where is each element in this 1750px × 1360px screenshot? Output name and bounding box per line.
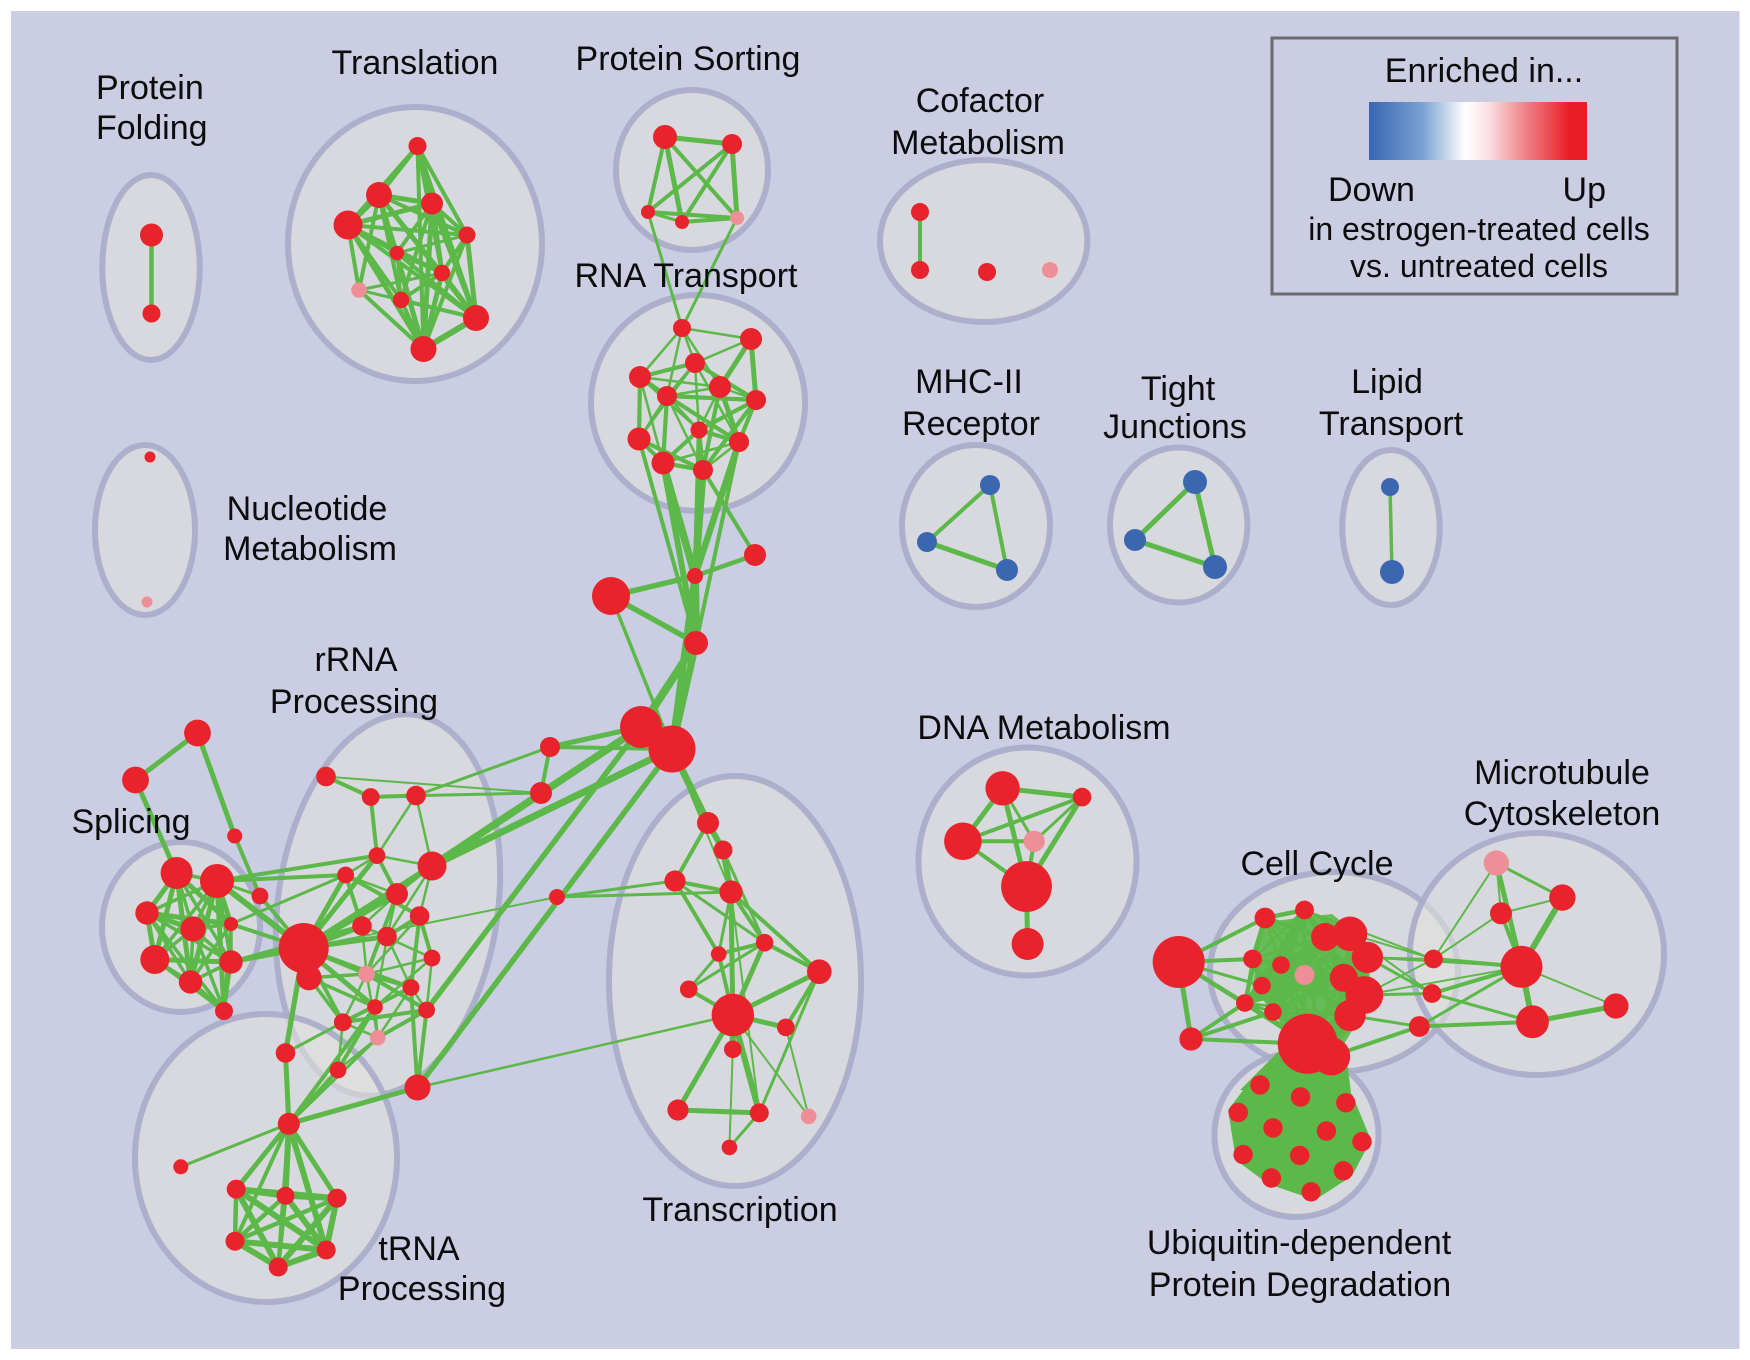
svg-text:Splicing: Splicing	[71, 803, 190, 841]
svg-text:Metabolism: Metabolism	[223, 530, 397, 568]
svg-text:Protein Degradation: Protein Degradation	[1149, 1266, 1451, 1304]
svg-text:DNA Metabolism: DNA Metabolism	[917, 709, 1170, 747]
svg-text:Processing: Processing	[270, 683, 438, 721]
svg-text:Transport: Transport	[1319, 405, 1464, 443]
svg-text:vs. untreated cells: vs. untreated cells	[1350, 248, 1608, 284]
svg-text:Metabolism: Metabolism	[891, 124, 1065, 162]
svg-text:Protein: Protein	[96, 69, 204, 107]
svg-text:Down: Down	[1328, 171, 1415, 209]
svg-text:Junctions: Junctions	[1103, 408, 1247, 446]
svg-text:Lipid: Lipid	[1351, 363, 1423, 401]
svg-text:Processing: Processing	[338, 1270, 506, 1308]
svg-text:Enriched in...: Enriched in...	[1385, 52, 1583, 90]
svg-text:rRNA: rRNA	[314, 641, 397, 679]
svg-text:Folding: Folding	[96, 109, 208, 147]
svg-text:Receptor: Receptor	[902, 405, 1040, 443]
svg-text:RNA Transport: RNA Transport	[575, 257, 799, 295]
svg-text:Cell Cycle: Cell Cycle	[1240, 845, 1393, 883]
svg-text:Tight: Tight	[1141, 370, 1216, 408]
svg-text:Microtubule: Microtubule	[1474, 754, 1650, 792]
svg-text:Up: Up	[1563, 171, 1606, 209]
svg-text:Nucleotide: Nucleotide	[227, 490, 388, 528]
svg-text:Protein Sorting: Protein Sorting	[576, 40, 801, 78]
svg-text:Cytoskeleton: Cytoskeleton	[1464, 795, 1661, 833]
svg-text:tRNA: tRNA	[378, 1230, 460, 1268]
svg-text:Cofactor: Cofactor	[916, 82, 1045, 120]
svg-text:Transcription: Transcription	[642, 1191, 837, 1229]
svg-text:Ubiquitin-dependent: Ubiquitin-dependent	[1147, 1224, 1452, 1262]
svg-text:Translation: Translation	[332, 44, 499, 82]
svg-text:in estrogen-treated cells: in estrogen-treated cells	[1308, 211, 1650, 247]
svg-text:MHC-II: MHC-II	[915, 363, 1023, 401]
